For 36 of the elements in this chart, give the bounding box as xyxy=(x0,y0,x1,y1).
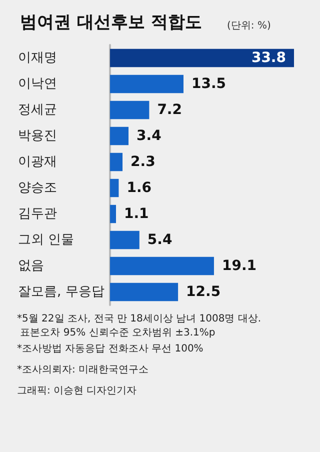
y-tick-label: 정세균 xyxy=(18,102,57,118)
bar xyxy=(110,178,119,198)
chart-subtitle: (단위: %) xyxy=(227,20,271,32)
y-tick-label: 이광재 xyxy=(18,154,57,170)
bar xyxy=(110,282,178,302)
data-label: 2.3 xyxy=(130,154,156,170)
data-label: 3.4 xyxy=(136,128,162,144)
data-label: 5.4 xyxy=(147,232,172,248)
bar xyxy=(110,126,129,146)
y-tick-label: 박용진 xyxy=(18,128,57,144)
bar xyxy=(110,152,123,172)
y-tick-label: 김두관 xyxy=(18,206,57,222)
y-tick-label: 양승조 xyxy=(18,180,57,196)
y-tick-label: 잘모름, 무응답 xyxy=(18,284,104,300)
bar xyxy=(110,48,294,68)
data-label: 1.6 xyxy=(126,180,152,196)
data-label: 33.8 xyxy=(251,50,286,66)
data-label: 7.2 xyxy=(157,102,182,118)
bar xyxy=(110,230,140,250)
y-tick-label: 그외 인물 xyxy=(18,232,74,248)
bar xyxy=(110,204,116,224)
text: 그래픽: 이승현 디자인기자 xyxy=(17,386,137,396)
text: *조사방법 자동응답 전화조사 무선 100% xyxy=(17,344,204,354)
y-tick-label: 없음 xyxy=(18,258,44,274)
data-label: 13.5 xyxy=(191,76,226,92)
data-label: 19.1 xyxy=(222,258,257,274)
y-tick-label: 이재명 xyxy=(18,50,57,66)
text: *5월 22일 조사, 전국 만 18세이상 남녀 1008명 대상. 표본오차 95% 신뢰수준 오차범위 ±3.1%p xyxy=(17,314,262,338)
chart-title: 범여권 대선후보 적합도 xyxy=(20,12,202,32)
bar xyxy=(110,74,184,94)
data-label: 12.5 xyxy=(186,284,221,300)
bar xyxy=(110,100,150,120)
text: *조사의뢰자: 미래한국연구소 xyxy=(17,364,149,376)
bar xyxy=(110,256,214,276)
data-label: 1.1 xyxy=(124,206,149,222)
y-tick-label: 이낙연 xyxy=(18,76,57,92)
